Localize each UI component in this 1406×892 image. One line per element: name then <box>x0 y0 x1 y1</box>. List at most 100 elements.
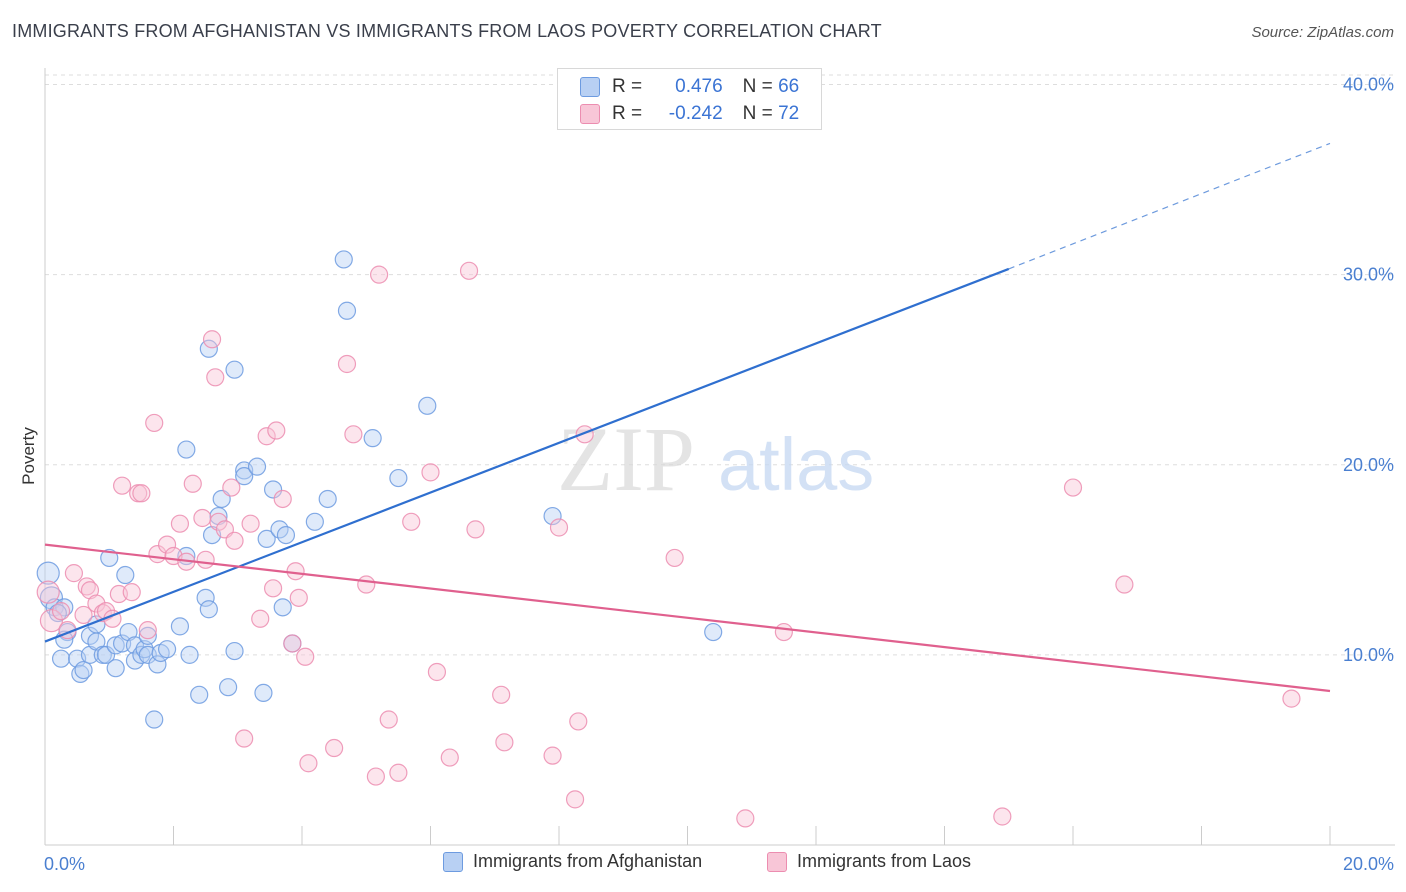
laos-point <box>1282 689 1301 708</box>
afghanistan-point <box>543 506 562 526</box>
afghanistan-point <box>106 659 125 678</box>
laos-point <box>665 548 684 568</box>
x-tick-label: 0.0% <box>44 854 85 874</box>
laos-point <box>170 514 190 533</box>
laos-point <box>157 535 177 554</box>
laos-point <box>51 602 71 621</box>
afghanistan-point <box>100 548 119 568</box>
laos-point <box>736 809 755 828</box>
n-value: 66 <box>778 76 800 97</box>
laos-point <box>122 583 141 602</box>
y-tick-label: 30.0% <box>1343 265 1394 285</box>
n-value: 72 <box>778 103 800 124</box>
afghanistan-point <box>305 512 324 531</box>
series-laos-points <box>36 261 1301 828</box>
n-label: N = <box>742 103 773 124</box>
laos-point <box>193 508 212 528</box>
laos-point <box>299 754 318 773</box>
legend-label-laos: Immigrants from Laos <box>797 851 972 871</box>
laos-point <box>145 413 164 433</box>
afghanistan-point <box>51 649 71 668</box>
laos-point <box>112 476 132 495</box>
laos-point <box>183 474 202 493</box>
laos-point <box>286 562 305 581</box>
afghanistan-point <box>418 396 437 415</box>
laos-point <box>440 748 459 767</box>
legend-item-afghanistan[interactable]: Immigrants from Afghanistan <box>443 851 702 872</box>
afghanistan-point <box>276 525 296 545</box>
laos-point <box>138 621 157 640</box>
laos-point <box>366 767 385 786</box>
r-label: R = <box>612 103 643 124</box>
afghanistan-point <box>263 480 283 499</box>
afghanistan-point <box>225 641 244 661</box>
afghanistan-legend-swatch <box>443 851 463 872</box>
laos-point <box>421 463 440 482</box>
laos-point <box>402 512 421 531</box>
n-label: N = <box>742 76 773 97</box>
stats-legend: R = 0.476 N = 66 R = -0.242 N = 72 <box>557 68 822 130</box>
laos-point <box>565 790 585 809</box>
afghanistan-swatch <box>580 77 600 97</box>
laos-point <box>389 763 408 782</box>
laos-trend-line <box>44 543 1331 693</box>
stats-row-afghanistan: R = 0.476 N = 66 <box>580 76 799 98</box>
laos-point <box>209 512 228 531</box>
afghanistan-point <box>157 640 177 659</box>
afghanistan-point <box>170 617 190 636</box>
laos-legend-swatch <box>767 851 787 872</box>
afghanistan-point <box>225 360 244 379</box>
laos-point <box>344 425 363 444</box>
legend-item-laos[interactable]: Immigrants from Laos <box>767 851 971 872</box>
laos-point <box>196 550 215 569</box>
tick-labels: 10.0% 20.0% 30.0% 40.0% 0.0% 20.0% <box>44 75 1394 874</box>
laos-point <box>267 421 286 440</box>
afghanistan-point <box>74 660 93 680</box>
laos-swatch <box>580 104 600 124</box>
laos-point <box>379 710 398 729</box>
laos-point <box>543 746 562 765</box>
afghanistan-point <box>363 429 382 448</box>
laos-point <box>39 609 64 633</box>
laos-point <box>273 489 292 509</box>
watermark-zip: ZIP <box>557 408 695 510</box>
chart-source: Source: ZipAtlas.com <box>1251 24 1394 41</box>
laos-point <box>74 605 93 625</box>
afghanistan-point <box>132 645 151 664</box>
y-tick-label: 40.0% <box>1343 75 1394 95</box>
afghanistan-point <box>106 636 125 655</box>
laos-point <box>241 514 260 533</box>
x-tick-label: 20.0% <box>1343 854 1394 874</box>
afghanistan-point <box>247 457 267 476</box>
afghanistan-point <box>273 598 292 617</box>
y-tick-label: 10.0% <box>1343 645 1394 665</box>
watermark: ZIP atlas <box>557 408 874 510</box>
afghanistan-point <box>148 655 167 674</box>
laos-point <box>289 588 308 607</box>
afghanistan-point <box>219 678 238 697</box>
laos-point <box>36 580 60 604</box>
x-axis <box>44 68 1395 846</box>
afghanistan-point <box>116 565 135 585</box>
afghanistan-point <box>180 645 199 664</box>
chart-title: IMMIGRANTS FROM AFGHANISTAN VS IMMIGRANT… <box>12 21 882 41</box>
afghanistan-point <box>177 440 196 459</box>
r-value: -0.242 <box>668 103 723 124</box>
laos-point <box>64 564 84 583</box>
afghanistan-point <box>145 710 164 729</box>
legend-label-afghanistan: Immigrants from Afghanistan <box>473 851 703 871</box>
y-tick-label: 20.0% <box>1343 455 1394 475</box>
laos-point <box>774 622 793 642</box>
afghanistan-trend-line <box>44 267 1010 643</box>
stats-row-laos: R = -0.242 N = 72 <box>580 103 799 125</box>
laos-point <box>1063 478 1083 497</box>
afghanistan-point <box>257 529 276 549</box>
afghanistan-point <box>704 622 723 642</box>
afghanistan-point <box>318 489 337 509</box>
afghanistan-point <box>190 685 209 704</box>
afghanistan-point <box>199 600 218 619</box>
afghanistan-point <box>138 626 157 645</box>
laos-point <box>495 733 514 752</box>
afghanistan-point <box>36 561 60 585</box>
